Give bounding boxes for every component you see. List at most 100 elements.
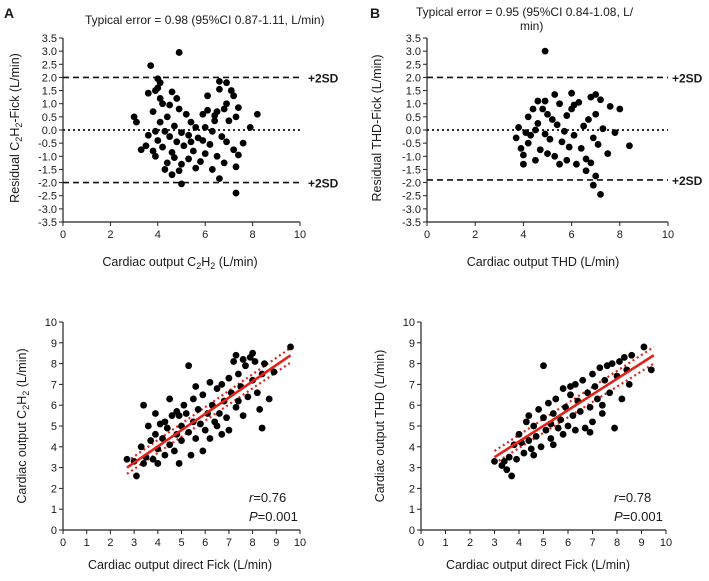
data-point [520,160,527,168]
data-point [242,362,249,370]
panel-c-y-tick-label: 5 [51,421,57,433]
data-point [159,435,166,442]
data-point [515,430,523,438]
panel-a-x-tick-label: 6 [202,229,208,241]
data-point [249,349,256,357]
data-point [192,164,200,172]
data-point [589,181,597,189]
panel-c-ci-upper [126,347,292,463]
data-point [201,150,209,158]
data-point [576,408,584,415]
panel-c-r-stat: r=0.76 [249,490,286,505]
data-point [616,358,623,365]
panel-b-y-tick-label: 1.5 [406,86,421,98]
data-point [218,133,226,140]
panel-b-x-tick-label: 6 [569,229,575,241]
data-point [611,424,618,432]
data-point [211,112,219,119]
data-point [579,376,587,384]
data-point [216,410,223,417]
data-point [234,104,242,112]
data-point [201,426,209,434]
panel-d-axes: 0 1 2 3 4 5 6 7 8 9 10 0 1 2 3 4 5 6 7 8 9 10 [403,317,672,549]
panel-c: Cardiac output direct Fick (L/min) Cardi… [15,317,306,572]
data-point [541,47,549,55]
panel-a-y-tick-label: -2.5 [38,191,57,203]
data-point [152,430,159,438]
panel-c-x-tick-label: 7 [226,537,232,549]
data-point [204,92,211,100]
data-point [178,160,185,168]
panel-a: A Typical error = 0.98 (95%CI 0.87-1.11,… [4,5,339,271]
data-point [553,121,561,129]
data-point [175,105,183,113]
panel-c-p-stat: P=0.001 [249,509,298,524]
data-point [563,112,571,119]
panel-c-y-tick-label: 3 [51,463,57,475]
data-point [170,154,178,162]
panel-b-y-tick-label: -0.5 [402,138,421,150]
panel-c-x-tick-label: 1 [84,537,90,549]
data-point [234,151,242,159]
data-point [592,110,600,118]
data-point [223,100,230,108]
data-point [580,122,588,130]
data-point [565,143,573,151]
panel-b-y-tick-label: 0.0 [406,125,421,137]
data-point [187,451,195,459]
data-point [540,362,547,370]
data-point [149,108,157,115]
data-point [170,122,178,130]
data-point [152,127,159,135]
panel-b-y-tick-label: 2.5 [406,59,421,71]
data-point [647,366,655,374]
data-point [227,87,235,94]
data-point [152,410,159,417]
data-point [563,156,571,164]
data-point [216,77,223,85]
data-point [137,146,145,154]
panel-d-x-tick-label: 4 [516,537,522,549]
data-point [536,146,544,154]
data-point [163,159,171,167]
panel-d-y-tick-label: 3 [409,463,415,475]
data-point [166,133,174,140]
panel-b-x-tick-label: 10 [662,229,674,241]
data-point [133,118,140,126]
panel-b-points [512,47,633,198]
panel-a-y-tick-label: -0.5 [38,138,57,150]
data-point [178,180,185,188]
data-point [584,389,591,397]
data-point [534,97,542,105]
data-point [182,410,190,417]
data-point [503,466,511,474]
data-point [189,147,197,155]
data-point [199,137,207,144]
data-point [598,401,606,409]
data-point [168,148,176,156]
data-point [606,102,614,110]
data-point [537,443,545,451]
panel-c-x-tick-label: 4 [155,537,161,549]
data-point [201,123,209,131]
data-point [178,437,185,444]
data-point [498,462,506,469]
data-point [234,370,242,378]
panel-d-y-tick-label: 10 [403,317,415,329]
panel-d-x-tick-label: 1 [442,537,448,549]
data-point [230,92,238,100]
data-point [246,123,254,131]
panel-a-y-tick-label: 2.5 [42,59,57,71]
panel-c-y-label: Cardiac output C2H2 (L/min) [15,348,31,503]
data-point [168,412,176,419]
data-point [213,422,221,430]
data-point [147,62,155,69]
data-point [163,424,171,432]
data-point [591,383,599,390]
panel-b-y-tick-label: -1.5 [402,164,421,176]
data-point [199,110,207,118]
data-point [173,95,181,102]
panel-d-x-tick-label: 5 [540,537,546,549]
data-point [223,138,230,146]
data-point [152,87,159,94]
